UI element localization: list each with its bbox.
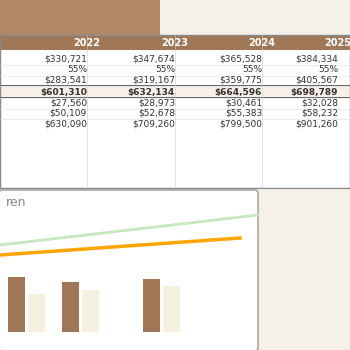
- Bar: [82, 290, 99, 332]
- Text: $50,109: $50,109: [50, 108, 87, 118]
- Bar: [8, 277, 25, 332]
- Bar: [0, 0, 160, 35]
- Text: $365,528: $365,528: [219, 55, 262, 63]
- Text: 55%: 55%: [242, 65, 262, 75]
- Text: 2025: 2025: [324, 37, 350, 48]
- Text: $58,232: $58,232: [301, 108, 338, 118]
- Text: $384,334: $384,334: [295, 55, 338, 63]
- Text: $632,134: $632,134: [128, 88, 175, 97]
- Text: $55,383: $55,383: [225, 108, 262, 118]
- Text: $405,567: $405,567: [295, 76, 338, 84]
- Text: $601,310: $601,310: [40, 88, 87, 97]
- Text: $359,775: $359,775: [219, 76, 262, 84]
- Text: $330,721: $330,721: [44, 55, 87, 63]
- Text: $664,596: $664,596: [215, 88, 262, 97]
- Text: ren: ren: [6, 196, 27, 209]
- Bar: [163, 286, 180, 332]
- Text: $32,028: $32,028: [301, 98, 338, 107]
- Text: $319,167: $319,167: [132, 76, 175, 84]
- Text: $27,560: $27,560: [50, 98, 87, 107]
- Text: 55%: 55%: [318, 65, 338, 75]
- Text: 2023: 2023: [161, 37, 189, 48]
- Bar: [0, 85, 350, 97]
- Text: $52,678: $52,678: [138, 108, 175, 118]
- Bar: [62, 282, 79, 332]
- Text: $901,260: $901,260: [295, 119, 338, 128]
- Text: 2024: 2024: [248, 37, 275, 48]
- Text: $283,541: $283,541: [44, 76, 87, 84]
- Bar: [0, 35, 350, 188]
- Bar: [0, 35, 350, 50]
- Text: $630,090: $630,090: [44, 119, 87, 128]
- Text: $799,500: $799,500: [219, 119, 262, 128]
- Bar: [143, 279, 160, 332]
- Text: 2022: 2022: [74, 37, 100, 48]
- Text: $28,973: $28,973: [138, 98, 175, 107]
- Text: $347,674: $347,674: [132, 55, 175, 63]
- Text: $30,461: $30,461: [225, 98, 262, 107]
- Bar: [28, 294, 45, 332]
- Text: 55%: 55%: [67, 65, 87, 75]
- Bar: [0, 35, 350, 190]
- Text: $698,789: $698,789: [290, 88, 338, 97]
- Text: 55%: 55%: [155, 65, 175, 75]
- FancyBboxPatch shape: [0, 190, 258, 350]
- Text: $709,260: $709,260: [132, 119, 175, 128]
